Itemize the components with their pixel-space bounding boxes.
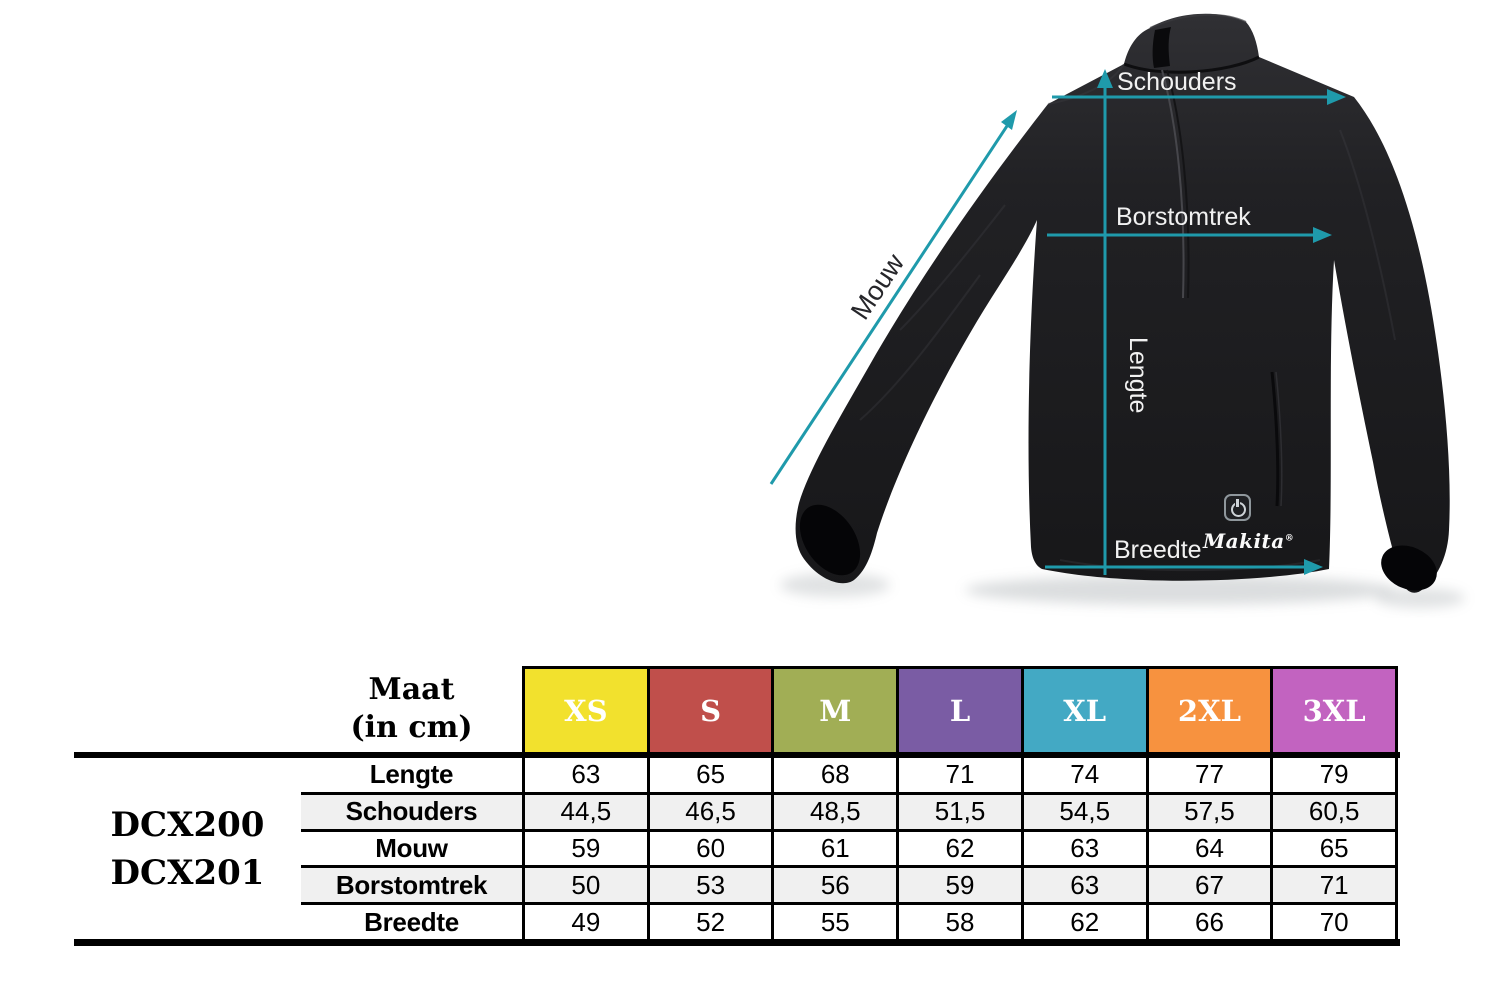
size-column-header-s: S [646, 666, 772, 752]
size-value-cell: 63 [1020, 868, 1146, 903]
lengte-label: Lengte [1124, 337, 1152, 414]
size-value-cell: 77 [1145, 758, 1271, 792]
borstomtrek-arrow [1047, 227, 1332, 243]
model-number-2: DCX201 [110, 852, 265, 893]
table-row-schouders: Schouders 44,5 46,5 48,5 51,5 54,5 57,5 … [301, 791, 1399, 829]
breedte-label: Breedte [1114, 536, 1202, 564]
cuff-openings [799, 504, 1437, 591]
borstomtrek-label: Borstomtrek [1116, 203, 1251, 231]
row-label: Lengte [369, 759, 454, 790]
table-row-lengte: Lengte 63 65 68 71 74 77 79 [301, 758, 1399, 792]
row-label: Borstomtrek [335, 869, 488, 900]
table-row-breedte: Breedte 49 52 55 58 62 66 70 [301, 902, 1399, 939]
size-value-cell: 66 [1145, 905, 1271, 939]
row-label: Breedte [364, 906, 459, 937]
size-value-cell: 53 [646, 868, 772, 903]
size-value-cell: 65 [646, 758, 772, 792]
size-value-cell: 67 [1145, 868, 1271, 903]
size-value-cell: 58 [896, 905, 1021, 939]
shirt-shadow [780, 573, 1465, 608]
row-label: Mouw [375, 832, 448, 863]
registered-mark: ® [1284, 533, 1295, 544]
size-column-header-xl: XL [1020, 666, 1146, 752]
size-value-cell: 60 [646, 831, 772, 866]
makita-logo: Makita® [1203, 529, 1294, 553]
size-value-cell: 63 [1020, 831, 1146, 866]
size-value-cell: 74 [1020, 758, 1146, 792]
power-bar-icon [1236, 499, 1239, 507]
size-value-cell: 59 [896, 868, 1021, 903]
size-value-cell: 61 [771, 831, 896, 866]
pocket-zip [1270, 371, 1283, 507]
schouders-arrow [1052, 89, 1346, 105]
makita-logo-text: Makita [1203, 529, 1285, 553]
table-row-borstomtrek: Borstomtrek 50 53 56 59 63 67 71 [301, 865, 1399, 903]
size-value-cell: 56 [771, 868, 896, 903]
size-value-cell: 50 [522, 868, 647, 903]
table-top-rule [74, 752, 1400, 758]
corner-header-line1: Maat [368, 672, 455, 707]
size-value-cell: 48,5 [771, 794, 896, 829]
breedte-arrow [1045, 559, 1323, 575]
size-value-cell: 79 [1270, 758, 1399, 792]
lengte-arrow [1097, 69, 1113, 575]
table-bottom-rule [74, 939, 1400, 946]
corner-header-line2: (in cm) [350, 710, 473, 745]
size-value-cell: 71 [896, 758, 1021, 792]
size-value-cell: 51,5 [896, 794, 1021, 829]
size-column-header-2xl: 2XL [1145, 666, 1271, 752]
size-value-cell: 46,5 [646, 794, 772, 829]
zipper-seam [1161, 69, 1190, 299]
size-value-cell: 44,5 [522, 794, 647, 829]
size-value-cell: 49 [522, 905, 647, 939]
size-value-cell: 62 [1020, 905, 1146, 939]
size-value-cell: 57,5 [1145, 794, 1271, 829]
size-column-headers: XS S M L XL 2XL 3XL [522, 666, 1399, 752]
size-value-cell: 60,5 [1270, 794, 1399, 829]
table-corner-header: Maat (in cm) [301, 666, 522, 752]
row-label: Schouders [345, 796, 478, 827]
size-value-cell: 65 [1270, 831, 1399, 866]
table-row-mouw: Mouw 59 60 61 62 63 64 65 [301, 828, 1399, 866]
size-value-cell: 64 [1145, 831, 1271, 866]
mouw-arrow [769, 110, 1017, 485]
size-value-cell: 71 [1270, 868, 1399, 903]
model-number-1: DCX200 [110, 804, 265, 845]
size-column-header-3xl: 3XL [1270, 666, 1399, 752]
size-value-cell: 68 [771, 758, 896, 792]
power-button-icon [1224, 494, 1251, 521]
size-table-body: Lengte 63 65 68 71 74 77 79 Schouders 44… [301, 758, 1399, 939]
size-value-cell: 54,5 [1020, 794, 1146, 829]
size-column-header-l: L [896, 666, 1021, 752]
size-column-header-m: M [771, 666, 897, 752]
model-numbers-cell: DCX200 DCX201 [74, 758, 301, 939]
size-value-cell: 52 [646, 905, 772, 939]
size-value-cell: 70 [1270, 905, 1399, 939]
size-value-cell: 63 [522, 758, 647, 792]
size-column-header-xs: XS [522, 666, 647, 752]
shirt-silhouette [795, 13, 1450, 593]
size-value-cell: 59 [522, 831, 647, 866]
shirt-illustration [769, 13, 1465, 608]
size-value-cell: 55 [771, 905, 896, 939]
schouders-label: Schouders [1117, 68, 1237, 96]
measure-arrows [769, 69, 1346, 575]
collar [1123, 13, 1260, 74]
size-value-cell: 62 [896, 831, 1021, 866]
